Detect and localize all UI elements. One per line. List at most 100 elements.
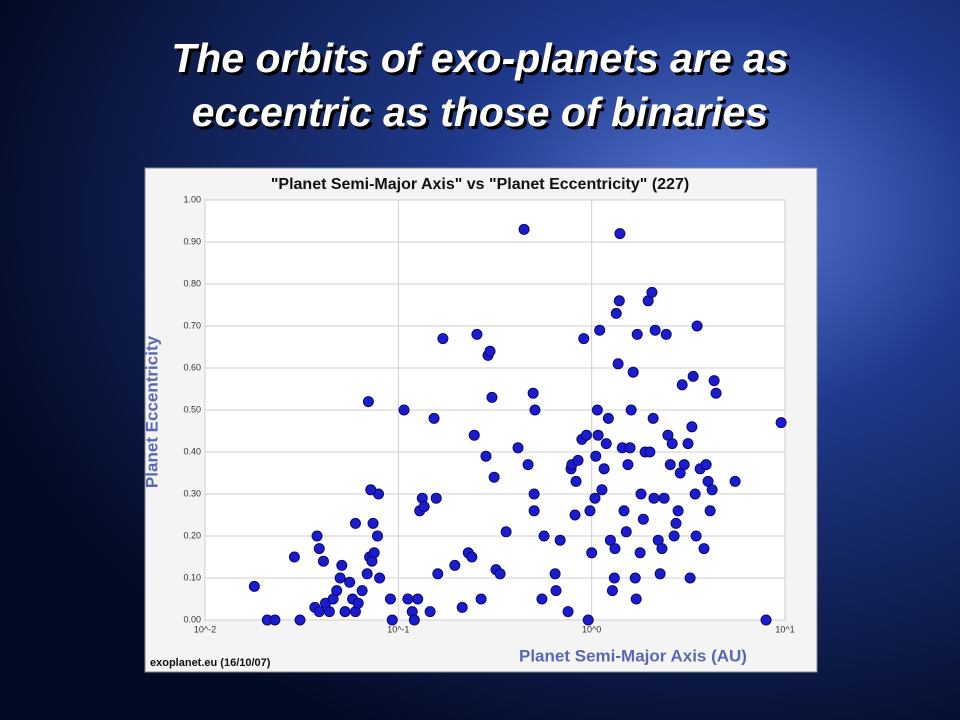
point: [689, 488, 701, 500]
point: [654, 568, 666, 580]
y-tick-label: 0.90: [183, 236, 201, 246]
point: [684, 572, 696, 584]
point: [424, 606, 436, 618]
point: [648, 492, 660, 504]
point: [362, 396, 374, 408]
point: [522, 459, 534, 471]
y-tick-label: 0.00: [183, 614, 201, 624]
point: [760, 614, 772, 626]
point: [660, 328, 672, 340]
x-tick-label: 10^-1: [387, 624, 409, 634]
point: [456, 601, 468, 613]
y-tick-label: 0.20: [183, 530, 201, 540]
point: [374, 572, 386, 584]
point: [311, 530, 323, 542]
point: [646, 286, 658, 298]
point: [635, 488, 647, 500]
point: [668, 530, 680, 542]
point: [614, 228, 626, 240]
point: [408, 614, 420, 626]
slide-title: eccentric as those of binaries: [192, 89, 769, 135]
point: [596, 484, 608, 496]
point: [625, 404, 637, 416]
point: [706, 484, 718, 496]
point: [608, 572, 620, 584]
point: [529, 404, 541, 416]
point: [500, 526, 512, 538]
point: [538, 530, 550, 542]
point: [554, 534, 566, 546]
point: [361, 568, 373, 580]
chart-title: "Planet Semi-Major Axis" vs "Planet Ecce…: [271, 176, 689, 193]
point: [488, 471, 500, 483]
y-tick-label: 1.00: [183, 194, 201, 204]
point: [686, 421, 698, 433]
point: [484, 345, 496, 357]
point: [658, 492, 670, 504]
point: [494, 568, 506, 580]
y-tick-label: 0.80: [183, 278, 201, 288]
point: [313, 543, 325, 555]
point: [613, 295, 625, 307]
point: [631, 328, 643, 340]
point: [449, 559, 461, 571]
point: [331, 585, 343, 597]
point: [352, 597, 364, 609]
point: [687, 370, 699, 382]
point: [398, 404, 410, 416]
point: [708, 375, 720, 387]
point: [336, 559, 348, 571]
point: [592, 429, 604, 441]
point: [656, 543, 668, 555]
point: [620, 526, 632, 538]
x-axis-label: Planet Semi-Major Axis (AU): [519, 646, 747, 665]
point: [475, 593, 487, 605]
point: [637, 513, 649, 525]
point: [471, 328, 483, 340]
point: [536, 593, 548, 605]
point: [609, 543, 621, 555]
y-tick-label: 0.30: [183, 488, 201, 498]
point: [550, 585, 562, 597]
point: [775, 417, 787, 429]
point: [672, 505, 684, 517]
point: [591, 404, 603, 416]
point: [288, 551, 300, 563]
y-tick-label: 0.70: [183, 320, 201, 330]
x-tick-label: 10^1: [775, 624, 794, 634]
y-axis-label: Planet Eccentricity: [142, 335, 161, 488]
point: [313, 606, 325, 618]
x-tick-label: 10^0: [582, 624, 601, 634]
point: [480, 450, 492, 462]
point: [704, 505, 716, 517]
point: [612, 358, 624, 370]
point: [344, 576, 356, 588]
point: [572, 454, 584, 466]
point: [570, 475, 582, 487]
point: [402, 593, 414, 605]
points: [248, 223, 787, 626]
point: [580, 429, 592, 441]
point: [666, 438, 678, 450]
y-tick-label: 0.50: [183, 404, 201, 414]
point: [664, 459, 676, 471]
point: [386, 614, 398, 626]
point: [430, 492, 442, 504]
point: [630, 593, 642, 605]
y-tick-label: 0.60: [183, 362, 201, 372]
point: [562, 606, 574, 618]
point: [729, 475, 741, 487]
point: [365, 484, 377, 496]
point: [678, 459, 690, 471]
point: [366, 555, 378, 567]
point: [691, 320, 703, 332]
point: [682, 438, 694, 450]
point: [604, 534, 616, 546]
point: [512, 442, 524, 454]
point: [634, 547, 646, 559]
point: [602, 412, 614, 424]
point: [339, 606, 351, 618]
point: [644, 446, 656, 458]
point: [412, 593, 424, 605]
point: [466, 551, 478, 563]
